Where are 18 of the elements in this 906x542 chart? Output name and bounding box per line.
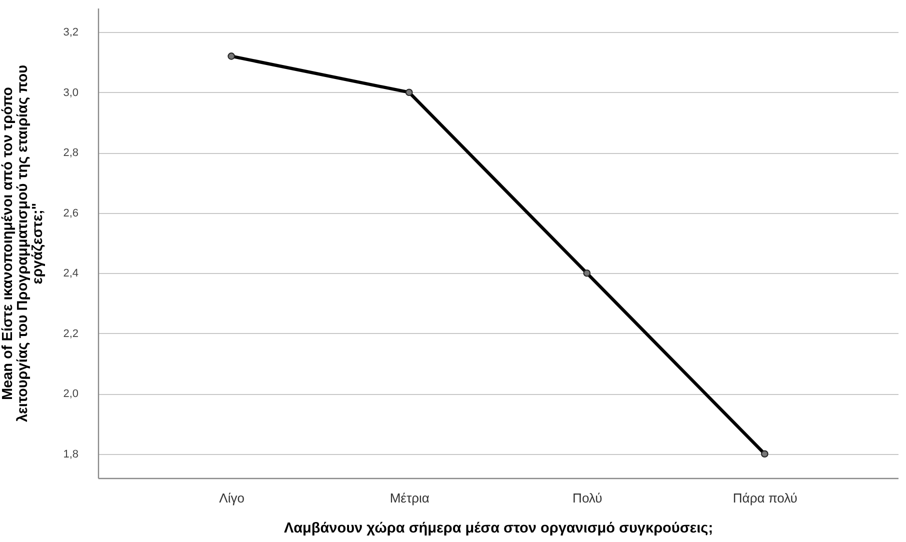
point xyxy=(761,450,768,458)
x-tick-label: Μέτρια xyxy=(390,490,430,506)
y-tick-label: 3,0 xyxy=(63,86,78,99)
point xyxy=(228,52,235,60)
y-tick-label: 2,2 xyxy=(63,328,78,340)
x-axis-title: Λαμβάνουν χώρα σήμερα μέσα στον οργανισμό συγκρούσεις; xyxy=(284,520,714,536)
y-tick-label: 2,8 xyxy=(63,147,78,160)
point xyxy=(583,269,591,277)
point xyxy=(405,88,413,96)
y-tick-label: 2,0 xyxy=(63,388,78,400)
y-axis-title: Mean of Είστε ικανοποιημένοι από τον τρόπο λειτουργίας του Προγραμματισμού της εταιρίας που εργάζεστε;" xyxy=(0,64,46,422)
y-tick-label: 2,4 xyxy=(63,268,78,280)
y-tick-label: 2,6 xyxy=(63,207,78,220)
x-tick-label: Πάρα πολύ xyxy=(732,490,798,506)
x-tick-label: Λίγο xyxy=(219,490,244,506)
y-tick-label: 1,8 xyxy=(63,448,78,460)
x-tick-label: Πολύ xyxy=(572,490,602,506)
y-tick-label: 3,2 xyxy=(63,26,78,39)
